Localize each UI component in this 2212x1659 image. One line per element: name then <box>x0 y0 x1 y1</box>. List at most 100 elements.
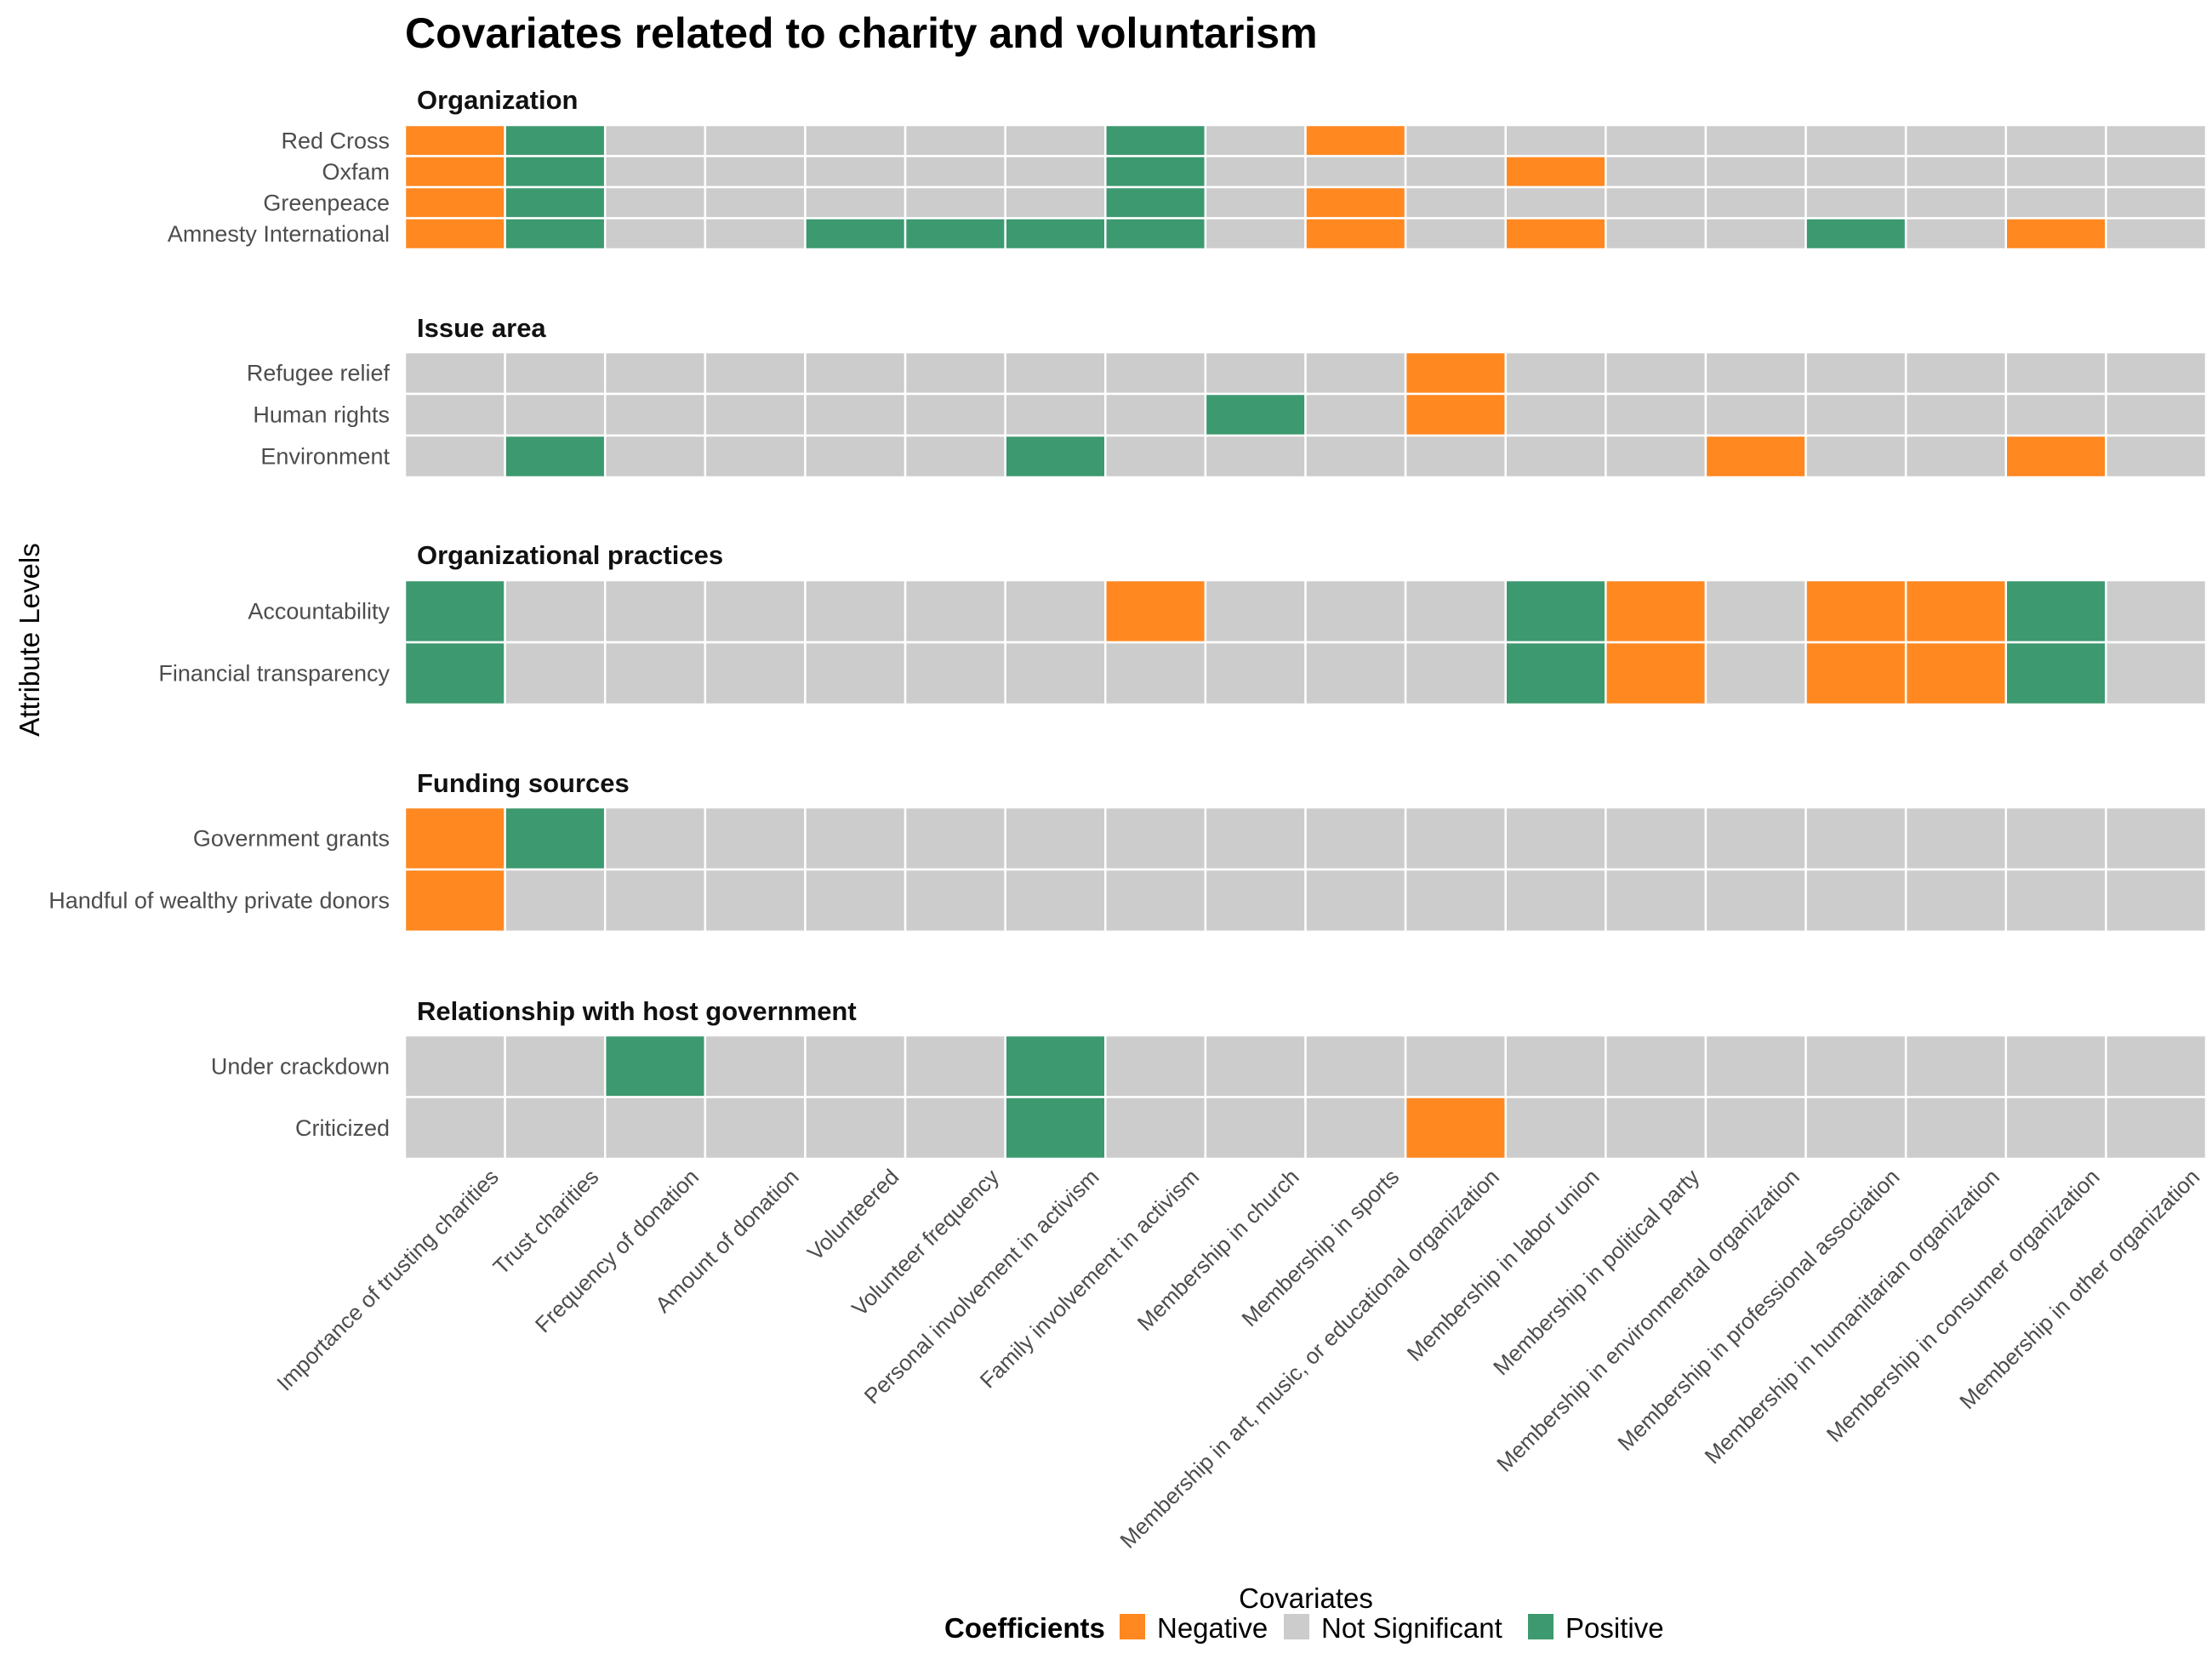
heatmap-cell <box>704 392 807 437</box>
row-label: Under crackdown <box>211 1053 390 1079</box>
heatmap-cell <box>603 392 707 437</box>
row-label: Greenpeace <box>263 190 390 215</box>
heatmap-cell <box>1904 806 2008 871</box>
heatmap-cell <box>1204 123 1307 157</box>
panel-title: Issue area <box>417 313 546 343</box>
heatmap-cell <box>1304 434 1407 479</box>
heatmap-cell <box>603 185 707 219</box>
heatmap-cell <box>1605 217 1707 251</box>
panel-title: Organization <box>417 85 578 115</box>
heatmap-cell <box>1504 1034 1607 1098</box>
heatmap-cell <box>1404 868 1507 933</box>
heatmap-cell <box>1204 434 1307 479</box>
heatmap-cell <box>2105 392 2208 437</box>
row-label: Human rights <box>253 402 390 428</box>
legend-label: Negative <box>1157 1612 1268 1644</box>
heatmap-cell <box>1504 579 1607 644</box>
heatmap-cell <box>2105 217 2208 251</box>
heatmap-cell <box>1204 641 1307 706</box>
heatmap-cell <box>504 806 607 871</box>
heatmap-cell <box>904 185 1006 219</box>
heatmap-cell <box>1304 1034 1407 1098</box>
heatmap-cell <box>904 351 1006 396</box>
heatmap-cell <box>804 434 907 479</box>
heatmap-cell <box>1504 155 1607 189</box>
heatmap-cell <box>603 351 707 396</box>
heatmap-cell <box>1404 641 1507 706</box>
heatmap-cell <box>603 1096 707 1160</box>
heatmap-cell <box>1004 155 1107 189</box>
heatmap-cell <box>704 579 807 644</box>
heatmap-cell <box>403 579 506 644</box>
heatmap-cell <box>403 351 506 396</box>
heatmap-cell <box>2004 217 2107 251</box>
heatmap-cell <box>904 123 1006 157</box>
heatmap-cell <box>403 123 506 157</box>
heatmap-cell <box>2004 1096 2107 1160</box>
heatmap-cell <box>2105 351 2208 396</box>
heatmap-cell <box>1704 351 1807 396</box>
heatmap-cell <box>1004 868 1107 933</box>
heatmap-cell <box>804 579 907 644</box>
heatmap-cell <box>1204 217 1307 251</box>
heatmap-cell <box>504 1096 607 1160</box>
heatmap-cell <box>1304 1096 1407 1160</box>
heatmap-cell <box>1104 806 1207 871</box>
heatmap-cell <box>704 185 807 219</box>
heatmap-cell <box>1404 217 1507 251</box>
heatmap-cell <box>1404 155 1507 189</box>
chart-title: Covariates related to charity and volunt… <box>405 9 1318 57</box>
heatmap-cell <box>1904 641 2008 706</box>
heatmap-cell <box>1504 217 1607 251</box>
heatmap-cell <box>804 806 907 871</box>
heatmap-cell <box>1605 434 1707 479</box>
heatmap-cell <box>2004 123 2107 157</box>
heatmap-cell <box>804 155 907 189</box>
panel-title: Funding sources <box>417 768 630 798</box>
legend-swatch <box>1528 1614 1554 1639</box>
heatmap-cell <box>1104 185 1207 219</box>
heatmap-cell <box>1004 351 1107 396</box>
heatmap-cell <box>1904 217 2008 251</box>
heatmap-cell <box>1204 579 1307 644</box>
heatmap-cell <box>403 392 506 437</box>
heatmap-cell <box>704 868 807 933</box>
heatmap-cell <box>1804 1096 1907 1160</box>
heatmap-cell <box>1904 123 2008 157</box>
heatmap-cell <box>1704 1034 1807 1098</box>
heatmap-cell <box>2105 1096 2208 1160</box>
heatmap-cell <box>804 185 907 219</box>
heatmap-cell <box>1104 641 1207 706</box>
heatmap-cell <box>1304 392 1407 437</box>
heatmap-cell <box>2105 123 2208 157</box>
heatmap-cell <box>1904 1096 2008 1160</box>
x-axis-title: Covariates <box>1239 1582 1373 1614</box>
heatmap-cell <box>804 392 907 437</box>
heatmap-cell <box>603 641 707 706</box>
heatmap-cell <box>1804 217 1907 251</box>
heatmap-cell <box>1304 155 1407 189</box>
column-label: Frequency of donation <box>530 1164 704 1337</box>
heatmap-cell <box>904 806 1006 871</box>
heatmap-cell <box>2004 806 2107 871</box>
heatmap-cell <box>904 217 1006 251</box>
heatmap-cell <box>1704 1096 1807 1160</box>
heatmap-cell <box>804 641 907 706</box>
heatmap-cell <box>704 155 807 189</box>
legend-swatch <box>1120 1614 1145 1639</box>
heatmap-cell <box>804 1096 907 1160</box>
panel: Funding sources Government grants Handful … <box>48 768 2208 933</box>
heatmap-cell <box>2105 185 2208 219</box>
heatmap-cell <box>2004 1034 2107 1098</box>
heatmap-cell <box>504 392 607 437</box>
heatmap-cell <box>504 1034 607 1098</box>
column-label: Membership in art, music, or educational… <box>1115 1164 1504 1554</box>
heatmap-cell <box>1704 868 1807 933</box>
heatmap-cell <box>403 217 506 251</box>
heatmap-cell <box>2004 579 2107 644</box>
heatmap-cell <box>2105 579 2208 644</box>
heatmap-cell <box>1704 155 1807 189</box>
panel: Relationship with host government Under c… <box>211 996 2208 1160</box>
row-label: Criticized <box>295 1115 390 1141</box>
heatmap-cell <box>403 868 506 933</box>
